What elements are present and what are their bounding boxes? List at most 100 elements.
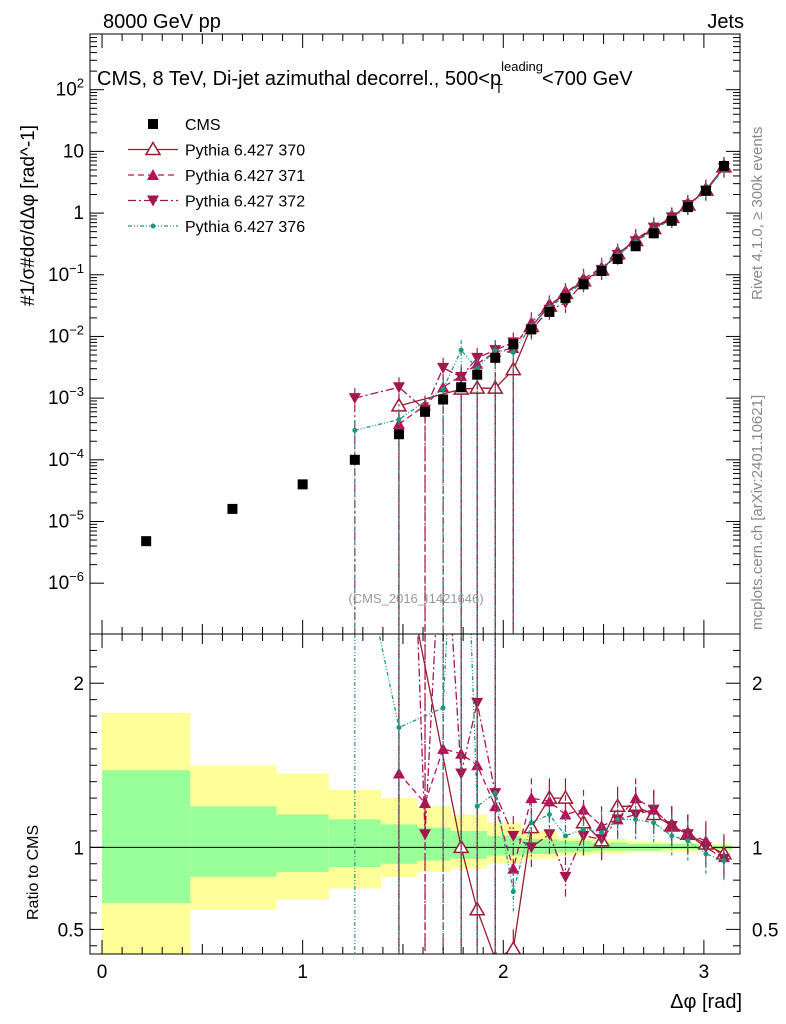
- ratio-marker-376: [633, 816, 639, 822]
- cms-point: [700, 185, 711, 196]
- legend-cms-marker: [148, 119, 158, 129]
- ratio-marker-370: [505, 940, 522, 954]
- series-marker-376: [492, 347, 498, 353]
- ratio-xtick-label: 1: [297, 962, 308, 983]
- series-marker-376: [440, 386, 446, 392]
- ytick-exponent: −3: [69, 384, 84, 399]
- cms-data-points: [141, 160, 729, 547]
- cms-point: [612, 254, 623, 265]
- ratio-marker-371: [577, 803, 590, 815]
- plot-title-sub: T: [495, 81, 503, 96]
- ratio-marker-376: [562, 833, 568, 839]
- ratio-marker-376: [651, 820, 657, 826]
- ratio-band-green: [276, 814, 329, 872]
- analysis-watermark: (CMS_2016_I1421646): [348, 591, 483, 606]
- ratio-xtick-label: 2: [498, 962, 509, 983]
- main-ytick-label: 1: [73, 203, 84, 224]
- ratio-band-green: [661, 844, 698, 849]
- legend-marker: [147, 169, 159, 180]
- ratio-marker-372: [525, 842, 538, 854]
- ratio-marker-376: [685, 838, 691, 844]
- series-marker-372: [471, 352, 484, 364]
- ratio-marker-371: [525, 792, 538, 804]
- series-marker-376: [352, 427, 358, 433]
- series-marker-376: [510, 349, 516, 355]
- mcplots-credit-text: mcplots.cern.ch [arXiv:2401.10621]: [749, 395, 766, 630]
- series-marker-376: [458, 347, 464, 353]
- ratio-marker-376: [440, 705, 446, 711]
- ratio-panel: 0.5 0.5 1 1 2 2 0 1 2 3: [58, 633, 778, 983]
- ratio-marker-372: [419, 829, 432, 841]
- main-ylabel: #1/σ#dσ/dΔφ [rad^-1]: [18, 125, 39, 306]
- plot-title-main: CMS, 8 TeV, Di-jet azimuthal decorrel., …: [97, 68, 501, 90]
- cms-point: [596, 266, 607, 277]
- plot-title-sup: leading: [501, 59, 543, 74]
- ratio-ytick-label-right: 1: [752, 838, 763, 859]
- cms-point: [526, 324, 537, 335]
- ytick-base: 10: [48, 450, 69, 471]
- ytick-base: 10: [48, 388, 69, 409]
- main-ytick-label: 10−4: [48, 446, 84, 471]
- main-ytick-label: 10−5: [48, 507, 84, 532]
- ratio-ylabel: Ratio to CMS: [25, 825, 42, 920]
- ratio-axis-ticks: 0.5 0.5 1 1 2 2 0 1 2 3: [58, 634, 778, 983]
- cms-point: [420, 406, 431, 417]
- ratio-ytick-label: 0.5: [58, 920, 84, 941]
- cms-point: [718, 160, 729, 171]
- ytick-exponent: −4: [69, 446, 84, 461]
- ratio-marker-376: [528, 820, 534, 826]
- ytick-base: 10: [48, 573, 69, 594]
- ratio-marker-371: [559, 808, 572, 820]
- ratio-ytick-label-right: 2: [752, 674, 763, 695]
- cms-point: [438, 394, 449, 405]
- ratio-marker-372: [647, 804, 660, 816]
- cms-point: [508, 339, 519, 350]
- ratio-marker-376: [703, 851, 709, 857]
- cms-point: [682, 202, 693, 213]
- main-ytick-label: 10: [63, 141, 84, 162]
- cms-point: [544, 306, 555, 317]
- cms-point: [666, 215, 677, 226]
- ratio-frame-border: [89, 633, 741, 955]
- ratio-band-green: [451, 830, 488, 859]
- legend-label: Pythia 6.427 371: [185, 168, 305, 185]
- cms-point: [141, 536, 152, 547]
- ytick-base: 10: [48, 265, 69, 286]
- main-ytick-label: 10−2: [48, 322, 84, 347]
- ratio-band-green: [557, 840, 592, 853]
- cms-point: [456, 382, 467, 393]
- cms-point: [630, 241, 641, 252]
- main-ytick-label: 102: [56, 76, 84, 101]
- ytick-exponent: −2: [69, 322, 84, 337]
- ratio-marker-376: [474, 803, 480, 809]
- cms-point: [490, 352, 501, 363]
- ratio-marker-376: [599, 830, 605, 836]
- legend-label: Pythia 6.427 372: [185, 194, 305, 211]
- ytick-exponent: −5: [69, 507, 84, 522]
- ytick-base: 10: [48, 326, 69, 347]
- ratio-marker-376: [721, 857, 727, 863]
- main-ytick-label: 10−1: [48, 261, 84, 286]
- ratio-marker-372: [507, 830, 520, 842]
- header-left: 8000 GeV pp: [103, 11, 221, 33]
- legend: CMS Pythia 6.427 370 Pythia 6.427 371 Pythi…: [128, 117, 305, 236]
- ratio-marker-372: [455, 768, 468, 780]
- cms-point: [648, 228, 659, 239]
- series-marker-372: [392, 382, 405, 394]
- ratio-marker-376: [615, 816, 621, 822]
- ytick-exponent: 2: [77, 76, 84, 91]
- ratio-marker-371: [507, 862, 520, 874]
- main-axis-ticks: [90, 33, 740, 634]
- ratio-marker-372: [543, 829, 556, 841]
- main-ytick-label: 10−6: [48, 569, 84, 594]
- legend-label: Pythia 6.427 370: [185, 143, 305, 160]
- legend-marker: [150, 223, 156, 229]
- series-marker-372: [348, 393, 361, 405]
- cms-point: [472, 369, 483, 380]
- legend-label: Pythia 6.427 376: [185, 219, 305, 236]
- cms-point: [393, 429, 404, 440]
- ytick-exponent: −1: [69, 261, 84, 276]
- ytick-base: 10: [48, 511, 69, 532]
- ratio-marker-376: [396, 725, 402, 731]
